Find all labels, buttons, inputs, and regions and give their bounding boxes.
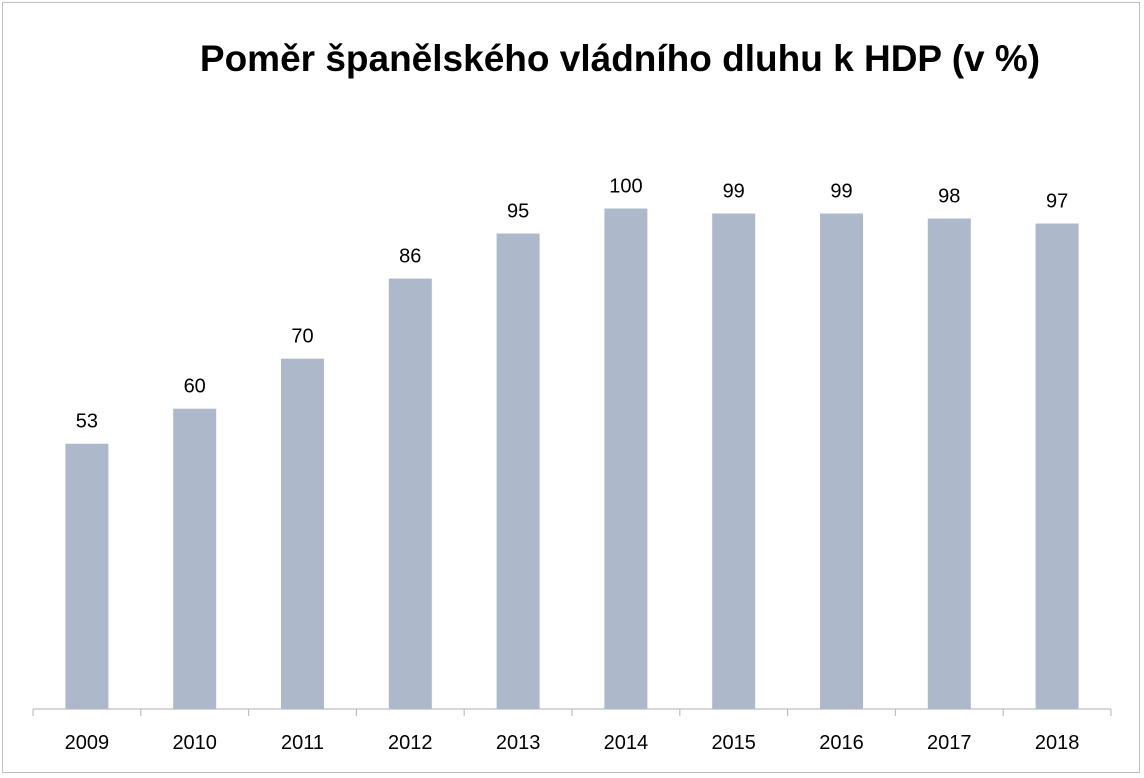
x-tick-label-2016: 2016 bbox=[819, 732, 864, 754]
data-label-2017: 98 bbox=[938, 186, 960, 208]
x-tick-label-2010: 2010 bbox=[172, 732, 217, 754]
bar-2012 bbox=[388, 278, 432, 709]
chart-title: Poměr španělského vládního dluhu k HDP (… bbox=[199, 38, 1041, 79]
bar-2010 bbox=[173, 408, 217, 709]
x-tick-label-2018: 2018 bbox=[1035, 732, 1080, 754]
bar-2017 bbox=[927, 218, 971, 709]
data-label-2014: 100 bbox=[609, 176, 642, 198]
bar-2013 bbox=[496, 233, 540, 710]
bar-2011 bbox=[281, 358, 324, 709]
x-tick-label-2013: 2013 bbox=[496, 732, 541, 754]
data-label-2011: 70 bbox=[291, 326, 313, 348]
data-label-2009: 53 bbox=[76, 411, 98, 433]
x-tick-label-2009: 2009 bbox=[65, 732, 110, 754]
x-tick-label-2014: 2014 bbox=[604, 732, 649, 754]
bar-2018 bbox=[1035, 223, 1079, 710]
x-tick-label-2011: 2011 bbox=[281, 732, 324, 754]
x-tick-label-2012: 2012 bbox=[388, 732, 433, 754]
bar-2016 bbox=[820, 213, 863, 710]
data-label-2015: 99 bbox=[723, 181, 745, 203]
data-label-2016: 99 bbox=[830, 181, 852, 203]
bar-2014 bbox=[604, 208, 648, 709]
data-label-2018: 97 bbox=[1046, 191, 1068, 213]
bar-2009 bbox=[65, 443, 109, 709]
data-label-2012: 86 bbox=[399, 246, 421, 268]
bar-2015 bbox=[712, 213, 756, 710]
data-label-2013: 95 bbox=[507, 201, 529, 223]
data-label-2010: 60 bbox=[184, 376, 206, 398]
x-tick-label-2015: 2015 bbox=[711, 732, 756, 754]
x-tick-label-2017: 2017 bbox=[927, 732, 972, 754]
